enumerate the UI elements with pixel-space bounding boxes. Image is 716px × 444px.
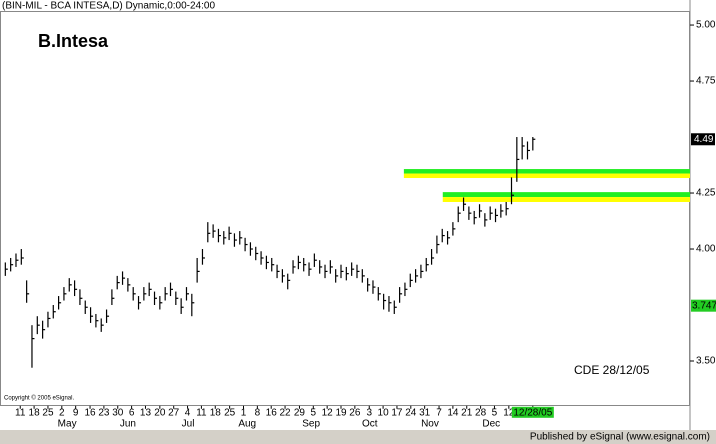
x-tick-label: 25	[42, 407, 54, 418]
month-label: Aug	[238, 418, 256, 429]
month-label: Oct	[362, 418, 378, 429]
x-tick-label: 16	[266, 407, 278, 418]
x-tick-label: 31	[419, 407, 431, 418]
x-tick-label: 16	[84, 407, 96, 418]
zone-upper	[442, 192, 690, 198]
x-tick-label: 22	[279, 407, 291, 418]
x-tick-label: 10	[378, 407, 390, 418]
x-tick-label: 18	[29, 407, 41, 418]
x-tick-label: 5	[492, 407, 498, 418]
last-price-label: 4.49	[694, 134, 714, 145]
x-tick-label: 12	[322, 407, 334, 418]
chart-title: B.Intesa	[38, 31, 109, 51]
x-tick-label: 30	[112, 407, 124, 418]
y-tick-label: 4.25	[696, 188, 716, 199]
y-tick-label: 4.75	[696, 76, 716, 87]
x-tick-label: 6	[129, 407, 135, 418]
x-tick-label: 27	[168, 407, 180, 418]
y-tick-label: 3.50	[696, 356, 716, 367]
x-tick-label: 28	[475, 407, 487, 418]
x-tick-label: 2	[59, 407, 65, 418]
x-tick-label: 4	[185, 407, 191, 418]
x-tick-highlight	[511, 406, 554, 418]
x-tick-label: 12/28/05	[513, 407, 552, 418]
x-tick-label: 13	[140, 407, 152, 418]
footer-bar	[0, 430, 716, 444]
x-tick-label: 1	[241, 407, 247, 418]
x-tick-label: 9	[73, 407, 79, 418]
zone-lower	[403, 173, 690, 179]
month-label: Jul	[182, 418, 195, 429]
month-label: May	[58, 418, 77, 429]
x-tick-label: 19	[335, 407, 347, 418]
header: (BIN-MIL - BCA INTESA,D) Dynamic,0:00-24…	[2, 1, 215, 12]
month-label: Jun	[120, 418, 136, 429]
x-tick-label: 12	[503, 407, 515, 418]
zone-upper	[403, 169, 690, 174]
x-tick-label: 11	[196, 407, 207, 418]
footer: Published by eSignal (www.esignal.com)	[530, 432, 710, 443]
annotation: CDE 28/12/05	[574, 363, 650, 377]
month-label: Dec	[482, 418, 500, 429]
x-tick-label: 21	[461, 407, 473, 418]
x-tick-label: 7	[436, 407, 442, 418]
marker-label: 3.747	[692, 300, 716, 311]
x-tick-label: 24	[405, 407, 417, 418]
x-tick-label: 23	[98, 407, 110, 418]
x-tick-label: 20	[154, 407, 166, 418]
zone-lower	[442, 197, 690, 202]
x-tick-label: 8	[255, 407, 261, 418]
x-tick-label: 14	[447, 407, 459, 418]
x-tick-label: 29	[294, 407, 306, 418]
last-price-box	[691, 133, 715, 146]
y-tick-label: 4.00	[696, 244, 716, 255]
x-tick-label: 3	[366, 407, 372, 418]
x-tick-label: 17	[391, 407, 403, 418]
x-tick-label: 18	[210, 407, 222, 418]
copyright: Copyright © 2005 eSignal.	[4, 395, 74, 402]
y-tick-label: 5.00	[696, 20, 716, 31]
month-label: Nov	[421, 418, 439, 429]
x-tick-label: 5	[311, 407, 317, 418]
x-tick-label: 25	[224, 407, 236, 418]
month-label: Sep	[302, 418, 320, 429]
x-tick-label: 11	[15, 407, 26, 418]
marker-box	[691, 299, 716, 312]
x-tick-label: 26	[349, 407, 361, 418]
